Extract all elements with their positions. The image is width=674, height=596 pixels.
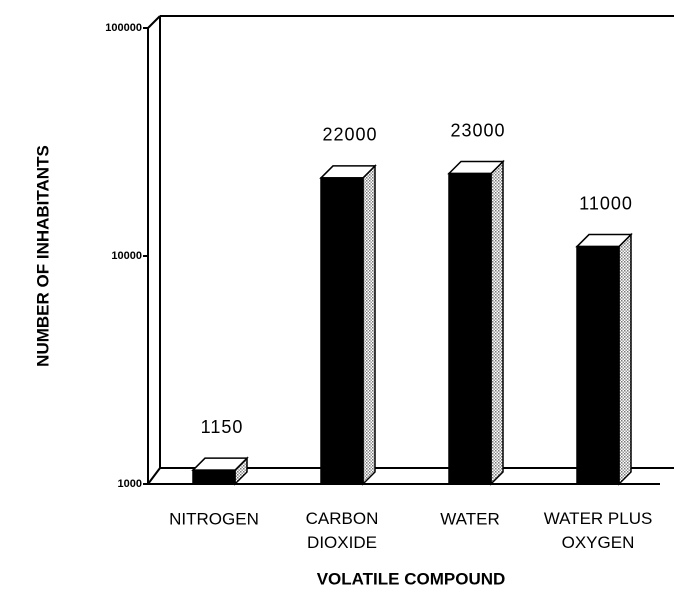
value-label: 22000: [322, 125, 377, 145]
bar-side: [490, 159, 504, 486]
value-label: 11000: [579, 193, 633, 213]
y-tick-label: 1000: [118, 478, 142, 490]
x-tick-label: CARBON DIOXIDE: [306, 509, 379, 552]
bar-side: [618, 232, 632, 486]
y-tick-label: 10000: [111, 250, 142, 262]
y-tick-label: 100000: [105, 22, 142, 34]
bar: [320, 177, 364, 485]
value-label: 1150: [201, 417, 244, 437]
x-tick-label: WATER PLUS OXYGEN: [544, 509, 653, 552]
bar: [576, 245, 620, 485]
y-axis-label: NUMBER OF INHABITANTS: [33, 145, 52, 367]
x-tick-label: WATER: [440, 509, 500, 528]
bar-side: [362, 164, 376, 486]
bar: [448, 172, 492, 485]
x-tick-label: NITROGEN: [169, 509, 259, 528]
bar: [192, 469, 236, 485]
value-label: 23000: [450, 120, 505, 140]
x-axis-label: VOLATILE COMPOUND: [317, 569, 506, 588]
